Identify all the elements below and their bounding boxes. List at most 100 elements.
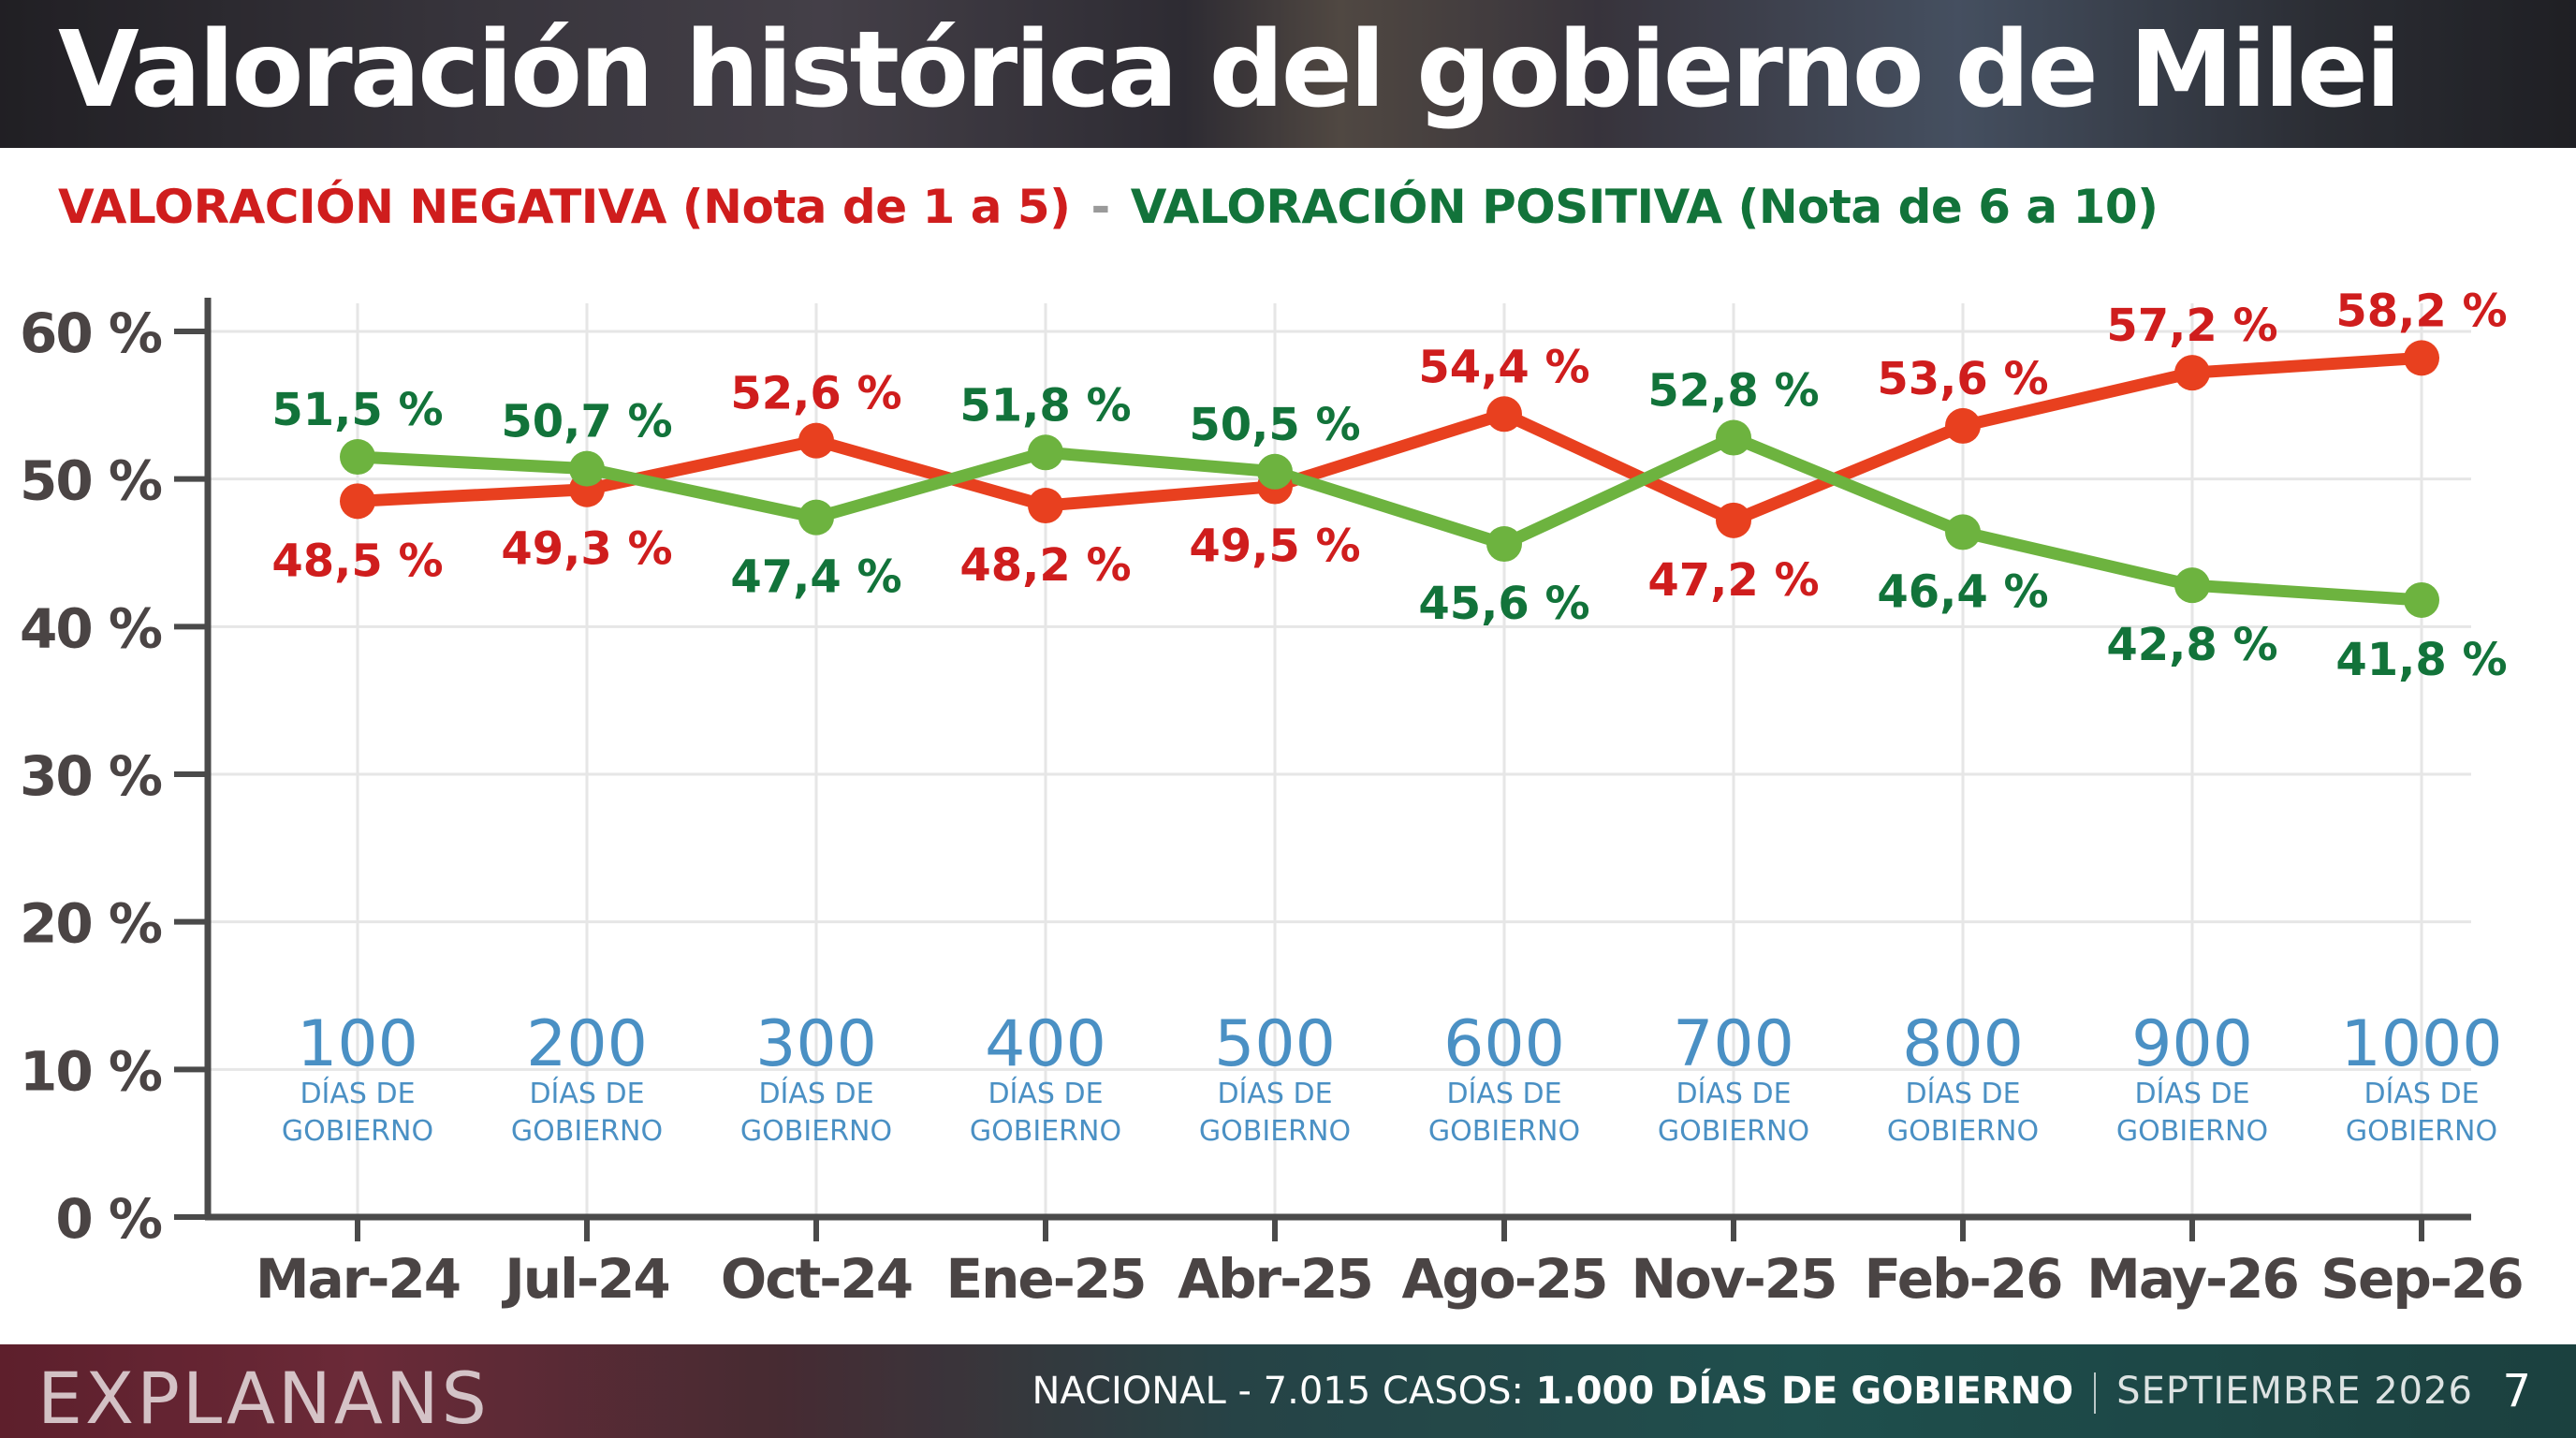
x-tick-label: Ene-25 xyxy=(945,1247,1145,1311)
chart-subtitle: VALORACIÓN NEGATIVA (Nota de 1 a 5) - VALO… xyxy=(58,174,2159,240)
y-tick-label: 20 % xyxy=(20,892,162,956)
milestone-number: 1000 xyxy=(2340,1007,2502,1081)
milestone-caption-line2: GOBIERNO xyxy=(511,1115,663,1148)
x-tick-label: Sep-26 xyxy=(2320,1247,2522,1311)
data-point-positive xyxy=(1028,434,1063,471)
footer-date: SEPTIEMBRE 2026 xyxy=(2116,1370,2473,1413)
data-label-negative: 49,3 % xyxy=(501,523,672,576)
milestone-number: 200 xyxy=(526,1007,648,1081)
milestone-caption-line1: DÍAS DE xyxy=(988,1077,1103,1110)
data-point-negative xyxy=(1945,407,1981,444)
x-tick-label: Oct-24 xyxy=(721,1247,912,1311)
milestone-caption-line1: DÍAS DE xyxy=(300,1077,415,1110)
data-point-negative xyxy=(1028,488,1063,524)
brand-logo: EXPLANANS xyxy=(37,1357,490,1438)
data-point-positive xyxy=(340,439,375,476)
footer-scope: NACIONAL - 7.015 CASOS: xyxy=(1032,1370,1524,1413)
data-point-positive xyxy=(569,450,605,487)
data-label-negative: 47,2 % xyxy=(1647,554,1819,607)
milestone-caption-line2: GOBIERNO xyxy=(1428,1115,1580,1148)
milestone-caption-line2: GOBIERNO xyxy=(1658,1115,1809,1148)
milestone-number: 900 xyxy=(2131,1007,2253,1081)
subtitle-negative: VALORACIÓN NEGATIVA (Nota de 1 a 5) xyxy=(58,180,1071,234)
data-label-negative: 58,2 % xyxy=(2335,285,2507,337)
data-label-positive: 46,4 % xyxy=(1877,565,2048,618)
data-point-positive xyxy=(1257,453,1293,490)
subtitle-positive: VALORACIÓN POSITIVA (Nota de 6 a 10) xyxy=(1130,180,2159,234)
x-tick-label: Ago-25 xyxy=(1401,1247,1606,1311)
page-title: Valoración histórica del gobierno de Mil… xyxy=(58,9,2401,131)
data-point-positive xyxy=(2174,567,2210,604)
data-label-positive: 45,6 % xyxy=(1418,578,1589,630)
x-tick-label: Nov-25 xyxy=(1632,1247,1837,1311)
data-label-positive: 52,8 % xyxy=(1647,365,1819,418)
data-label-negative: 57,2 % xyxy=(2106,300,2277,352)
milestone-number: 600 xyxy=(1443,1007,1565,1081)
milestone-number: 100 xyxy=(297,1007,418,1081)
data-label-negative: 48,5 % xyxy=(271,535,443,587)
data-point-negative xyxy=(340,483,375,520)
data-label-positive: 42,8 % xyxy=(2106,619,2277,671)
header-banner: Valoración histórica del gobierno de Mil… xyxy=(0,0,2576,148)
milestone-number: 700 xyxy=(1673,1007,1794,1081)
data-point-negative xyxy=(2404,340,2439,376)
milestone-number: 300 xyxy=(755,1007,877,1081)
data-point-positive xyxy=(1486,526,1522,563)
data-label-negative: 52,6 % xyxy=(730,368,901,420)
y-tick-label: 50 % xyxy=(20,449,162,513)
milestone-caption-line1: DÍAS DE xyxy=(2364,1077,2479,1110)
data-point-positive xyxy=(2404,581,2439,618)
milestone-caption-line2: GOBIERNO xyxy=(2116,1115,2268,1148)
series-line-negative xyxy=(351,351,2428,527)
data-label-positive: 51,5 % xyxy=(271,384,443,436)
data-point-positive xyxy=(798,499,834,536)
milestone-caption-line2: GOBIERNO xyxy=(2346,1115,2497,1148)
milestone-caption-line2: GOBIERNO xyxy=(1199,1115,1351,1148)
x-tick-label: Mar-24 xyxy=(256,1247,460,1311)
milestone-caption-line2: GOBIERNO xyxy=(282,1115,433,1148)
milestone-caption-line2: GOBIERNO xyxy=(740,1115,892,1148)
milestone-caption-line1: DÍAS DE xyxy=(1905,1077,2020,1110)
milestone-caption-line1: DÍAS DE xyxy=(1217,1077,1332,1110)
data-point-positive xyxy=(1945,514,1981,550)
milestone-caption-line1: DÍAS DE xyxy=(1676,1077,1791,1110)
y-tick-label: 30 % xyxy=(20,744,162,808)
milestone-caption-line1: DÍAS DE xyxy=(2134,1077,2249,1110)
data-point-negative xyxy=(1716,502,1751,538)
milestone-caption-line1: DÍAS DE xyxy=(1446,1077,1561,1110)
footer-info: NACIONAL - 7.015 CASOS: 1.000 DÍAS DE GO… xyxy=(1032,1365,2473,1417)
milestone-caption-line2: GOBIERNO xyxy=(970,1115,1121,1148)
data-point-negative xyxy=(1486,396,1522,433)
x-tick-label: Jul-24 xyxy=(501,1247,669,1311)
y-tick-label: 0 % xyxy=(55,1187,162,1251)
milestone-caption-line1: DÍAS DE xyxy=(529,1077,644,1110)
data-point-negative xyxy=(798,422,834,459)
footer-highlight: 1.000 DÍAS DE GOBIERNO xyxy=(1535,1370,2074,1413)
data-label-positive: 47,4 % xyxy=(730,551,901,604)
data-label-positive: 41,8 % xyxy=(2335,634,2507,686)
x-tick-label: Abr-25 xyxy=(1178,1247,1372,1311)
data-label-negative: 48,2 % xyxy=(959,539,1131,592)
y-tick-label: 60 % xyxy=(20,301,162,365)
data-label-positive: 50,7 % xyxy=(501,396,672,448)
data-point-negative xyxy=(2174,355,2210,391)
x-tick-label: May-26 xyxy=(2086,1247,2298,1311)
footer-divider xyxy=(2094,1372,2097,1414)
y-tick-label: 10 % xyxy=(20,1039,162,1103)
series-line-positive xyxy=(351,432,2428,607)
footer-bar: EXPLANANS NACIONAL - 7.015 CASOS: 1.000 … xyxy=(0,1344,2576,1438)
milestone-number: 500 xyxy=(1214,1007,1336,1081)
data-label-negative: 54,4 % xyxy=(1418,341,1589,393)
data-point-positive xyxy=(1716,419,1751,456)
milestone-number: 800 xyxy=(1902,1007,2024,1081)
milestone-number: 400 xyxy=(985,1007,1106,1081)
data-label-negative: 53,6 % xyxy=(1877,353,2048,405)
data-label-positive: 51,8 % xyxy=(959,379,1131,432)
milestone-caption-line1: DÍAS DE xyxy=(758,1077,873,1110)
page-number: 7 xyxy=(2502,1365,2531,1417)
subtitle-separator: - xyxy=(1090,180,1111,234)
data-label-positive: 50,5 % xyxy=(1189,399,1360,451)
y-tick-label: 40 % xyxy=(20,596,162,660)
milestone-caption-line2: GOBIERNO xyxy=(1887,1115,2039,1148)
